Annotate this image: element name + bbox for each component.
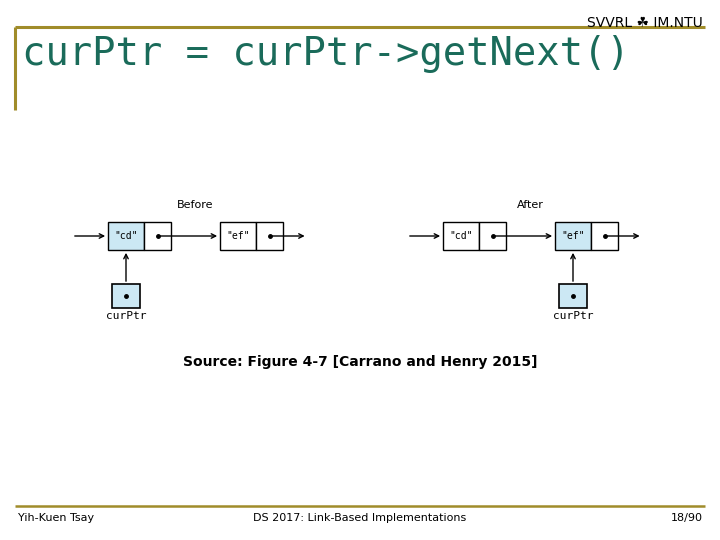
Text: "cd": "cd" bbox=[114, 231, 138, 241]
Text: Before: Before bbox=[176, 200, 213, 210]
Text: "ef": "ef" bbox=[226, 231, 250, 241]
Text: 18/90: 18/90 bbox=[671, 513, 703, 523]
Bar bbox=[220, 222, 256, 250]
Text: curPtr: curPtr bbox=[553, 311, 593, 321]
Bar bbox=[108, 222, 144, 250]
Text: Source: Figure 4-7 [Carrano and Henry 2015]: Source: Figure 4-7 [Carrano and Henry 20… bbox=[183, 355, 537, 369]
Bar bbox=[443, 222, 479, 250]
Bar bbox=[112, 284, 140, 308]
Bar bbox=[144, 222, 171, 250]
Text: DS 2017: Link-Based Implementations: DS 2017: Link-Based Implementations bbox=[253, 513, 467, 523]
Bar bbox=[591, 222, 618, 250]
Bar bbox=[559, 284, 587, 308]
Text: curPtr: curPtr bbox=[106, 311, 146, 321]
Text: "cd": "cd" bbox=[449, 231, 473, 241]
Text: SVVRL ☘ IM.NTU: SVVRL ☘ IM.NTU bbox=[588, 16, 703, 30]
Text: Yih-Kuen Tsay: Yih-Kuen Tsay bbox=[18, 513, 94, 523]
Bar bbox=[256, 222, 283, 250]
Text: "ef": "ef" bbox=[562, 231, 585, 241]
Bar bbox=[555, 222, 591, 250]
Bar bbox=[479, 222, 506, 250]
Text: curPtr = curPtr->getNext(): curPtr = curPtr->getNext() bbox=[22, 35, 630, 73]
Text: After: After bbox=[516, 200, 544, 210]
